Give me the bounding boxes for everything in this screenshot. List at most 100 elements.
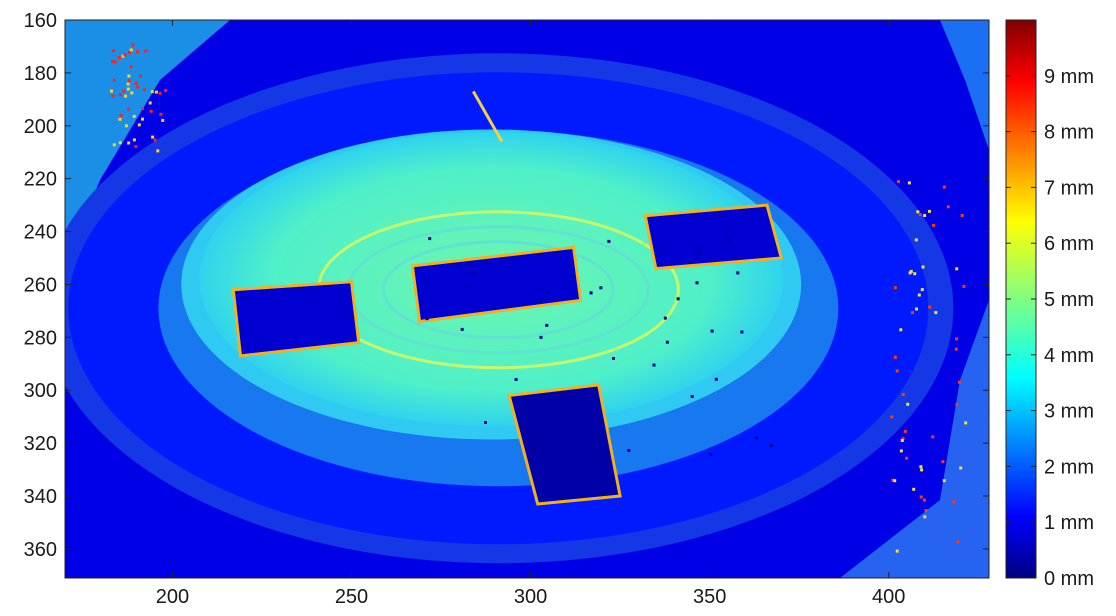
noise-speck (956, 540, 960, 544)
noise-speck (460, 327, 464, 331)
noise-speck (915, 307, 918, 311)
spoke-top (471, 90, 504, 143)
noise-speck (158, 91, 162, 95)
colorbar: 0 mm 1 mm 2 mm 3 mm 4 mm 5 mm 6 mm 7 mm 8 mm 9 mm (1005, 19, 1094, 590)
colorbar-tick-label: 3 mm (1044, 401, 1094, 423)
noise-speck (922, 498, 926, 502)
noise-speck (141, 117, 144, 121)
noise-speck (942, 185, 946, 189)
noise-speck (931, 435, 935, 439)
noise-speck (161, 118, 165, 122)
noise-speck (129, 48, 133, 52)
noise-speck (955, 337, 959, 341)
noise-speck (901, 437, 905, 441)
noise-speck (599, 286, 603, 290)
noise-speck (946, 205, 950, 209)
noise-speck (928, 305, 932, 309)
noise-speck (890, 415, 894, 419)
noise-speck (919, 495, 923, 499)
noise-speck (908, 271, 912, 275)
colorbar-tick-label: 5 mm (1044, 289, 1094, 311)
y-axis: 160 180 200 220 240 260 280 300 320 340 360 (24, 10, 989, 561)
noise-speck (127, 74, 131, 78)
noise-speck (652, 363, 656, 367)
region-gap-right (643, 203, 784, 271)
noise-speck (928, 209, 931, 213)
noise-speck (714, 377, 718, 381)
noise-speck (118, 141, 122, 145)
noise-speck (584, 407, 588, 411)
colorbar-tick-label: 6 mm (1044, 233, 1094, 255)
noise-speck (151, 135, 155, 139)
noise-speck (899, 328, 903, 332)
noise-speck (159, 112, 163, 116)
y-tick-label: 260 (24, 274, 57, 296)
plot-frame (64, 19, 990, 579)
noise-speck (148, 101, 152, 105)
noise-speck (913, 272, 917, 276)
x-tick-label: 400 (872, 586, 905, 608)
noise-speck (121, 54, 125, 58)
noise-speck (627, 449, 631, 452)
noise-speck (127, 107, 130, 111)
noise-speck (959, 466, 963, 470)
noise-speck (112, 49, 116, 52)
noise-speck (755, 436, 759, 440)
colorbar-ticks: 0 mm 1 mm 2 mm 3 mm 4 mm 5 mm 6 mm 7 mm 8 mm 9 mm (1006, 66, 1094, 590)
noise-speck (124, 124, 128, 128)
noise-speck (472, 270, 476, 274)
noise-speck (954, 347, 958, 351)
noise-speck (736, 271, 740, 275)
noise-speck (132, 138, 136, 142)
region-gap-center (410, 245, 583, 324)
noise-speck (532, 447, 536, 451)
noise-speck (740, 330, 744, 334)
noise-speck (960, 214, 964, 217)
noise-speck (893, 479, 897, 483)
noise-speck (514, 378, 518, 381)
noise-speck (607, 239, 611, 243)
noise-speck (149, 109, 153, 113)
noise-speck (690, 395, 694, 398)
noise-speck (695, 281, 699, 285)
noise-speck (769, 444, 773, 448)
noise-speck (899, 449, 903, 453)
noise-speck (918, 213, 922, 217)
y-tick-label: 320 (24, 433, 57, 455)
noise-speck (131, 43, 135, 47)
noise-speck (665, 340, 669, 344)
y-tick-label: 340 (24, 486, 57, 508)
noise-speck (895, 549, 899, 553)
noise-speck (132, 114, 136, 118)
x-tick-label: 300 (514, 586, 547, 608)
y-tick-label: 360 (24, 539, 57, 561)
noise-speck (143, 88, 146, 92)
noise-speck (893, 355, 897, 359)
noise-speck (916, 210, 920, 214)
noise-speck (962, 284, 966, 288)
noise-speck (727, 238, 731, 242)
noise-speck (905, 456, 909, 460)
noise-speck (895, 369, 899, 373)
noise-speck (126, 82, 130, 86)
noise-speck (126, 87, 130, 91)
noise-speck (676, 297, 680, 301)
noise-speck (589, 291, 593, 295)
y-tick-label: 160 (24, 10, 57, 32)
center-ring (381, 240, 615, 340)
noise-speck (934, 311, 938, 315)
noise-speck (663, 316, 667, 320)
noise-speck (156, 149, 160, 153)
y-tick-label: 220 (24, 169, 57, 191)
noise-speck (129, 65, 133, 69)
noise-speck (893, 286, 897, 290)
noise-speck (123, 53, 127, 57)
noise-speck (910, 311, 914, 315)
noise-speck (545, 323, 549, 327)
y-tick-label: 180 (24, 63, 57, 85)
noise-speck (136, 85, 140, 89)
noise-speck (612, 357, 615, 360)
noise-speck (917, 293, 921, 297)
region-corner-top-left (65, 20, 230, 240)
plot-area (65, 20, 989, 578)
